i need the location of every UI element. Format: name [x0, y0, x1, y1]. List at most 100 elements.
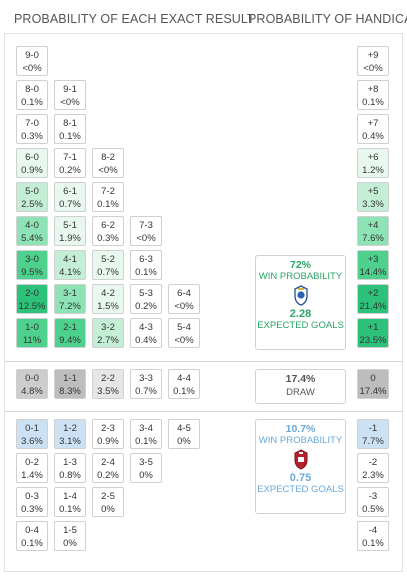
home-result-probability: 0.1%	[135, 267, 157, 278]
home-result-label: 6-1	[63, 186, 77, 197]
away-result-cell: 3-5 0%	[130, 453, 162, 483]
draw-result-label: 0-0	[25, 373, 39, 384]
home-result-label: 9-0	[25, 50, 39, 61]
handicap-label: -2	[368, 457, 378, 468]
handicap-label: +4	[367, 220, 379, 231]
away-result-probability: 0.8%	[59, 470, 81, 481]
away-result-cell: 1-3 0.8%	[54, 453, 86, 483]
home-result-probability: 9.4%	[59, 335, 81, 346]
draw-label: DRAW	[286, 387, 315, 398]
home-result-probability: 12.5%	[18, 301, 46, 312]
home-result-label: 5-0	[25, 186, 39, 197]
home-result-probability: 0.1%	[59, 131, 81, 142]
probability-panel	[4, 33, 403, 572]
home-result-cell: 7-1 0.2%	[54, 148, 86, 178]
home-team-crest-icon	[293, 285, 308, 306]
home-result-cell: 2-1 9.4%	[54, 318, 86, 348]
home-result-cell: 5-2 0.7%	[92, 250, 124, 280]
home-result-probability: <0%	[98, 165, 118, 176]
home-result-probability: 0.1%	[97, 199, 119, 210]
handicap-label: +7	[367, 118, 379, 129]
home-result-cell: 5-3 0.2%	[130, 284, 162, 314]
draw-result-cell: 2-2 3.5%	[92, 369, 124, 399]
draw-summary-card: 17.4% DRAW	[255, 369, 346, 404]
handicap-cell: 0 17.4%	[357, 369, 389, 399]
away-result-cell: 1-2 3.1%	[54, 419, 86, 449]
away-result-label: 0-2	[25, 457, 39, 468]
home-result-cell: 8-0 0.1%	[16, 80, 48, 110]
away-result-cell: 3-4 0.1%	[130, 419, 162, 449]
home-expected-goals: 2.28	[289, 308, 312, 320]
home-result-label: 5-2	[101, 254, 115, 265]
away-result-probability: 0.9%	[97, 436, 119, 447]
home-result-cell: 4-0 5.4%	[16, 216, 48, 246]
away-win-percentage: 10.7%	[285, 423, 316, 435]
home-result-probability: 0.4%	[135, 335, 157, 346]
away-result-cell: 1-4 0.1%	[54, 487, 86, 517]
away-result-label: 1-4	[63, 491, 77, 502]
away-result-label: 2-5	[101, 491, 115, 502]
away-result-label: 2-3	[101, 423, 115, 434]
handicap-cell: -3 0.5%	[357, 487, 389, 517]
away-result-probability: 0%	[177, 436, 191, 447]
draw-result-cell: 0-0 4.8%	[16, 369, 48, 399]
handicap-cell: +1 23.5%	[357, 318, 389, 348]
home-result-cell: 6-3 0.1%	[130, 250, 162, 280]
home-result-probability: 1.5%	[97, 301, 119, 312]
draw-result-probability: 8.3%	[59, 386, 81, 397]
home-result-probability: 0.7%	[97, 267, 119, 278]
handicap-cell: +5 3.3%	[357, 182, 389, 212]
away-result-cell: 0-1 3.6%	[16, 419, 48, 449]
home-result-cell: 8-2 <0%	[92, 148, 124, 178]
home-result-probability: 0.2%	[59, 165, 81, 176]
home-result-cell: 9-1 <0%	[54, 80, 86, 110]
home-result-label: 3-2	[101, 322, 115, 333]
home-result-probability: 0.3%	[97, 233, 119, 244]
home-result-probability: 5.4%	[21, 233, 43, 244]
handicap-probability: 23.5%	[359, 335, 387, 346]
away-result-label: 1-5	[63, 525, 77, 536]
home-result-cell: 3-0 9.5%	[16, 250, 48, 280]
away-result-label: 0-1	[25, 423, 39, 434]
away-result-label: 0-4	[25, 525, 39, 536]
home-result-cell: 4-2 1.5%	[92, 284, 124, 314]
home-result-label: 7-2	[101, 186, 115, 197]
away-result-label: 2-4	[101, 457, 115, 468]
away-result-cell: 0-3 0.3%	[16, 487, 48, 517]
away-summary-card: 10.7% WIN PROBABILITY 0.75 EXPECTED GOAL…	[255, 419, 346, 514]
home-result-cell: 2-0 12.5%	[16, 284, 48, 314]
home-result-label: 6-3	[139, 254, 153, 265]
home-result-probability: 4.1%	[59, 267, 81, 278]
home-result-label: 5-1	[63, 220, 77, 231]
handicap-probability: 3.3%	[362, 199, 384, 210]
home-result-label: 5-4	[177, 322, 191, 333]
handicap-cell: +4 7.6%	[357, 216, 389, 246]
home-result-probability: 9.5%	[21, 267, 43, 278]
home-result-cell: 9-0 <0%	[16, 46, 48, 76]
home-result-probability: 0.7%	[59, 199, 81, 210]
home-result-probability: 7.2%	[59, 301, 81, 312]
home-summary-card: 72% WIN PROBABILITY 2.28 EXPECTED GOALS	[255, 255, 346, 350]
away-result-label: 4-5	[177, 423, 191, 434]
home-result-label: 4-0	[25, 220, 39, 231]
home-result-probability: 11%	[22, 335, 42, 346]
home-result-label: 8-2	[101, 152, 115, 163]
home-win-percentage: 72%	[289, 259, 311, 271]
home-result-cell: 4-1 4.1%	[54, 250, 86, 280]
home-result-probability: 2.7%	[97, 335, 119, 346]
home-result-cell: 7-0 0.3%	[16, 114, 48, 144]
home-result-cell: 3-1 7.2%	[54, 284, 86, 314]
draw-result-cell: 3-3 0.7%	[130, 369, 162, 399]
home-result-cell: 6-0 0.9%	[16, 148, 48, 178]
home-xg-label: EXPECTED GOALS	[257, 320, 344, 331]
home-result-probability: <0%	[174, 335, 194, 346]
home-result-label: 7-1	[63, 152, 77, 163]
draw-result-probability: 0.1%	[173, 386, 195, 397]
home-result-cell: 1-0 11%	[16, 318, 48, 348]
handicap-probability: 7.7%	[362, 436, 384, 447]
home-result-cell: 6-4 <0%	[168, 284, 200, 314]
home-result-probability: 0.9%	[21, 165, 43, 176]
handicap-cell: +8 0.1%	[357, 80, 389, 110]
home-result-cell: 5-4 <0%	[168, 318, 200, 348]
home-result-label: 1-0	[25, 322, 39, 333]
